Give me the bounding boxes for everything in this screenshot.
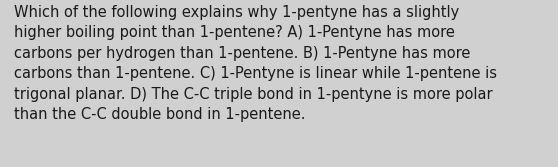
Text: Which of the following explains why 1-pentyne has a slightly
higher boiling poin: Which of the following explains why 1-pe… [14,5,497,122]
